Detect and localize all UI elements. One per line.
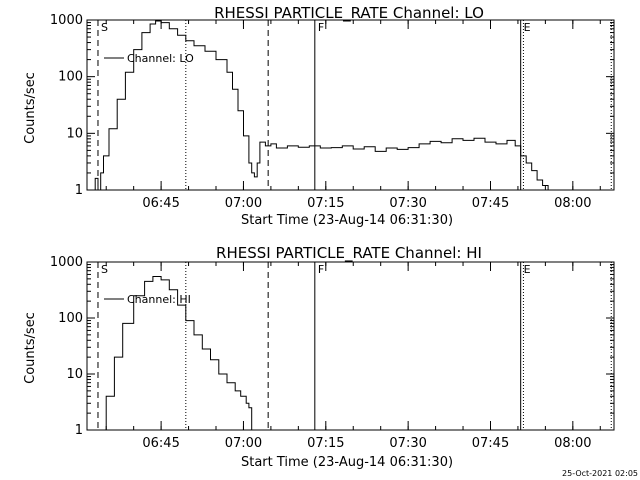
panel-lo-marker-label: F [318,21,324,34]
panel-hi-legend: Channel: HI [104,293,191,306]
panel-hi-series-line [100,276,253,431]
panel-lo-x-tick-label: 07:15 [307,196,344,211]
panel-lo-marker-label: E [524,21,531,34]
panel-lo-series-line [92,20,601,191]
panel-hi-x-tick-label: 07:30 [389,436,426,451]
panel-lo-x-tick-label: 06:45 [142,196,179,211]
panel-lo-title: RHESSI PARTICLE_RATE Channel: LO [214,4,484,23]
panel-hi-y-tick-label: 100 [58,311,83,326]
panel-lo-y-tick-label: 1000 [50,13,83,28]
panel-hi: RHESSI PARTICLE_RATE Channel: HI Start T… [23,244,615,470]
panel-lo-x-tick-label: 07:45 [472,196,509,211]
panel-hi-marker-label: S [101,263,108,276]
panel-lo-x-tick-label: 08:00 [554,196,591,211]
generation-timestamp: 25-Oct-2021 02:05 [562,469,638,478]
panel-lo-legend-label: Channel: LO [127,52,194,65]
panel-hi-y-tick-label: 1000 [50,255,83,270]
panel-hi-title: RHESSI PARTICLE_RATE Channel: HI [216,244,482,263]
panel-hi-y-tick-label: 10 [66,367,83,382]
panel-lo-y-tick-label: 100 [58,70,83,85]
panel-hi-legend-label: Channel: HI [127,293,191,306]
panel-lo-x-tick-label: 07:00 [225,196,262,211]
panel-hi-x-tick-label: 08:00 [554,436,591,451]
panel-lo-ylabel: Counts/sec [23,72,38,144]
panel-hi-marker-label: E [524,263,531,276]
panel-lo-x-tick-label: 07:30 [389,196,426,211]
panel-hi-ylabel: Counts/sec [23,312,38,384]
panel-hi-xlabel: Start Time (23-Aug-14 06:31:30) [241,455,453,470]
panel-hi-x-tick-label: 06:45 [142,436,179,451]
panel-lo-plot-frame [86,19,615,191]
panel-hi-y-tick-label: 1 [75,423,83,438]
panel-lo: RHESSI PARTICLE_RATE Channel: LO Start T… [23,4,615,228]
panel-lo-legend: Channel: LO [104,52,194,65]
panel-hi-plot-frame [86,261,615,431]
panel-lo-y-tick-label: 10 [66,126,83,141]
panel-hi-x-tick-label: 07:00 [225,436,262,451]
panel-hi-x-tick-label: 07:45 [472,436,509,451]
panel-lo-xlabel: Start Time (23-Aug-14 06:31:30) [241,213,453,228]
panel-hi-marker-label: F [318,263,324,276]
panel-lo-y-tick-label: 1 [75,183,83,198]
panel-lo-marker-label: S [101,21,108,34]
panel-hi-x-tick-label: 07:15 [307,436,344,451]
